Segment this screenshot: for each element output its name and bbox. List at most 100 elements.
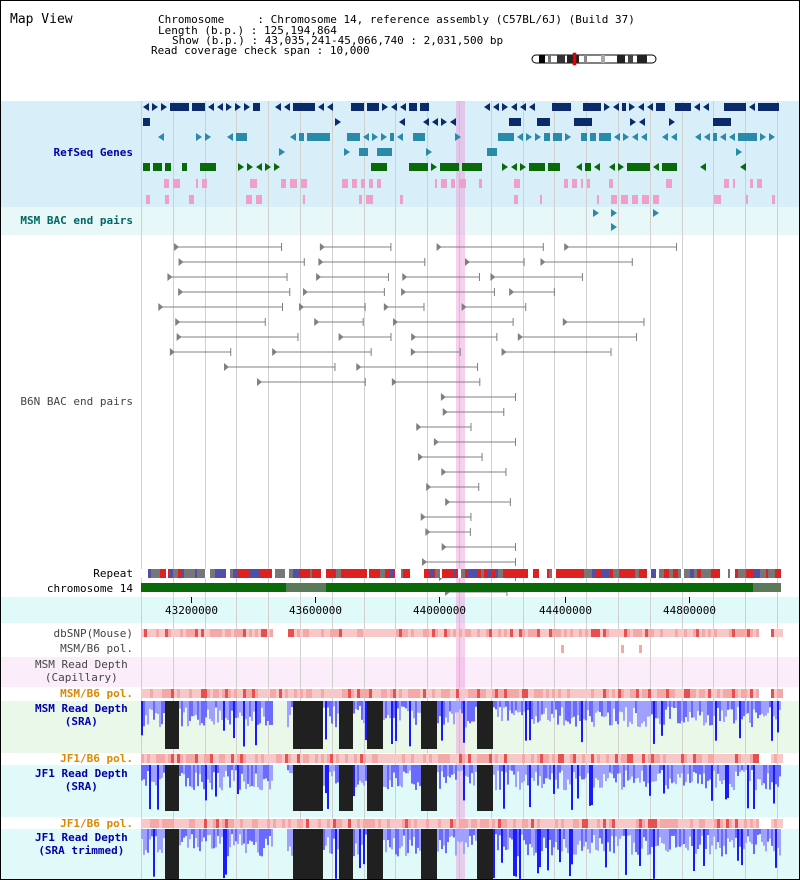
- msm-read-depth-sra-bar: [777, 701, 779, 733]
- jf1-read-depth-sra-bar: [379, 765, 381, 811]
- msm-read-depth-sra-bar: [677, 701, 679, 724]
- msm-read-depth-sra-bar: [213, 701, 215, 725]
- jf1-b6-pol-cell: [717, 754, 720, 763]
- jf1-read-depth-sra-bar: [417, 765, 419, 783]
- msm-b6-pol-cell: [246, 689, 249, 698]
- jf1-b6-pol-cell: [504, 754, 507, 763]
- msm-read-depth-sra-bar: [215, 701, 217, 708]
- jf1-read-depth-sra-bar: [335, 765, 337, 784]
- msm-b6-pol-cell: [420, 689, 423, 698]
- jf1-b6-pol-trim-cell: [687, 819, 690, 828]
- chromosome-ideogram[interactable]: [1, 1, 800, 101]
- repeat-element: [568, 569, 574, 578]
- msm-b6-pol-cell: [210, 689, 213, 698]
- jf1-b6-pol-cell: [159, 754, 162, 763]
- msm-read-depth-sra-bar: [225, 701, 227, 718]
- b6n-bac-end: [461, 303, 467, 311]
- jf1-read-depth-trimmed-bar: [159, 829, 161, 850]
- grid-line: [363, 101, 365, 879]
- track-label-repeat[interactable]: Repeat: [93, 567, 133, 580]
- grid-line: [331, 101, 333, 879]
- jf1-read-depth-trimmed-bar: [601, 829, 603, 844]
- jf1-read-depth-trimmed-bar: [725, 829, 727, 855]
- msm-read-depth-sra-bar: [543, 701, 545, 714]
- dbsnp-cell: [519, 629, 522, 637]
- jf1-b6-pol-cell: [693, 754, 696, 763]
- dbsnp-cell: [216, 629, 219, 637]
- track-label-jf1-depth-sra[interactable]: JF1 Read Depth (SRA): [35, 767, 128, 793]
- msm-b6-pol-cell: [534, 689, 537, 698]
- jf1-b6-pol-trim-cell: [483, 819, 486, 828]
- jf1-read-depth-sra-bar: [217, 765, 219, 773]
- jf1-b6-pol-cell: [522, 754, 525, 763]
- repeat-element: [549, 569, 552, 578]
- msm-read-depth-sra-bar: [433, 701, 435, 749]
- jf1-read-depth-trimmed-bar: [729, 829, 731, 842]
- msm-b6-pol-cell: [666, 689, 669, 698]
- jf1-b6-pol-cell: [741, 754, 744, 763]
- jf1-read-depth-sra-bar: [729, 765, 731, 784]
- repeat-element: [280, 569, 285, 578]
- jf1-read-depth-trimmed-bar: [349, 829, 351, 879]
- msm-b6-pol-cell: [615, 689, 618, 698]
- msm-read-depth-sra-bar: [487, 701, 489, 749]
- track-label-msm-bac[interactable]: MSM BAC end pairs: [20, 214, 133, 227]
- dbsnp-cell: [186, 629, 189, 637]
- track-label-chromosome[interactable]: chromosome 14: [46, 582, 133, 595]
- msm-read-depth-sra-bar: [165, 701, 167, 749]
- dbsnp-cell: [588, 629, 591, 637]
- msm-read-depth-sra-bar: [515, 701, 517, 711]
- b6n-bac-end: [512, 318, 514, 326]
- track-label-dbsnp[interactable]: dbSNP(Mouse): [53, 627, 133, 640]
- jf1-read-depth-sra-bar: [397, 765, 399, 787]
- jf1-read-depth-trimmed-bar: [539, 829, 541, 868]
- jf1-read-depth-trimmed-bar: [779, 829, 781, 856]
- track-label-b6n-bac[interactable]: B6N BAC end pairs: [20, 395, 133, 408]
- axis-tick-label: 43600000: [289, 604, 342, 617]
- jf1-read-depth-trimmed-bar: [775, 829, 777, 868]
- track-label-jf1-b6-pol-2[interactable]: JF1/B6 pol.: [60, 817, 133, 830]
- track-label-refseq[interactable]: RefSeq Genes: [53, 146, 133, 159]
- msm-read-depth-sra-bar: [635, 701, 637, 714]
- msm-b6-pol-cell: [300, 689, 303, 698]
- jf1-read-depth-sra-bar: [509, 765, 511, 771]
- msm-b6-pol-cell: [276, 689, 279, 698]
- track-label-msm-depth-sra[interactable]: MSM Read Depth (SRA): [35, 702, 128, 728]
- track-label-jf1-depth-trim[interactable]: JF1 Read Depth (SRA trimmed): [35, 831, 128, 857]
- msm-read-depth-sra-bar: [485, 701, 487, 749]
- track-label-msm-b6-pol-2[interactable]: MSM/B6 pol.: [60, 687, 133, 700]
- repeat-element: [559, 569, 561, 578]
- dbsnp-cell: [462, 629, 465, 637]
- jf1-read-depth-trimmed-bar: [209, 829, 211, 835]
- b6n-bac-end: [469, 528, 471, 536]
- msm-b6-pol-cell: [327, 689, 330, 698]
- msm-b6-pol-mark: [621, 645, 624, 653]
- jf1-read-depth-trimmed-bar: [675, 829, 677, 848]
- track-label-msm-depth-cap[interactable]: MSM Read Depth (Capillary): [35, 658, 128, 684]
- jf1-read-depth-trimmed-bar: [457, 829, 459, 842]
- msm-b6-pol-cell: [351, 689, 354, 698]
- b6n-bac-end: [515, 393, 516, 401]
- jf1-read-depth-trimmed-bar: [525, 829, 527, 845]
- b6n-bac-end: [402, 273, 408, 281]
- msm-read-depth-sra-bar: [413, 701, 415, 719]
- jf1-b6-pol-cell: [162, 754, 165, 763]
- msm-b6-pol-cell: [171, 689, 174, 698]
- jf1-b6-pol-trim-cell: [216, 819, 219, 828]
- jf1-b6-pol-trim-cell: [732, 819, 735, 828]
- track-label-jf1-b6-pol-1[interactable]: JF1/B6 pol.: [60, 752, 133, 765]
- track-label-msm-b6-pol-1[interactable]: MSM/B6 pol.: [60, 642, 133, 655]
- jf1-read-depth-sra-bar: [719, 765, 721, 781]
- jf1-b6-pol-trim-cell: [747, 819, 750, 828]
- refseq-dark-block: [509, 118, 521, 126]
- jf1-read-depth-trimmed-bar: [179, 829, 181, 846]
- jf1-read-depth-sra-bar: [539, 765, 541, 777]
- refseq-teal-arrow: [290, 133, 296, 141]
- refseq-green-arrow: [618, 163, 624, 171]
- jf1-b6-pol-trim-cell: [405, 819, 408, 828]
- dbsnp-cell: [351, 629, 354, 637]
- jf1-read-depth-sra-bar: [177, 765, 179, 811]
- jf1-depth-sra-line-2: (SRA): [64, 780, 98, 793]
- jf1-b6-pol-trim-cell: [681, 819, 684, 828]
